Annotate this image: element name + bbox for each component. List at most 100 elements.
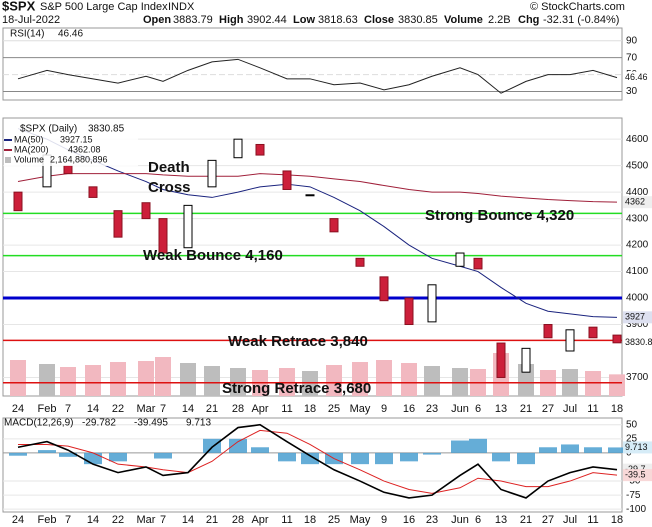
volume-bar <box>452 368 468 396</box>
x-tick-label: Jul <box>563 403 577 415</box>
volume-bar <box>230 368 246 396</box>
candle <box>473 257 483 270</box>
y-tick-label: 3700 <box>626 372 649 383</box>
x-tick-label: 18 <box>304 514 316 526</box>
level-label: Strong Bounce 4,320 <box>425 207 574 224</box>
low-value: 3818.63 <box>318 14 358 26</box>
legend-name: RSI(14) <box>10 29 44 40</box>
y-tick-label: 90 <box>626 35 638 46</box>
level-label: Strong Retrace 3,680 <box>222 380 371 397</box>
histogram-bar <box>400 452 418 462</box>
value-box-label: 3830.85 <box>625 337 652 347</box>
symbol: $SPX <box>2 0 36 13</box>
value-box <box>623 469 652 482</box>
exchange: INDX <box>168 1 195 13</box>
y-tick-label: 3900 <box>626 319 649 330</box>
candle <box>63 165 73 175</box>
x-tick-label: Feb <box>38 403 57 415</box>
legend-value: 46.46 <box>58 29 83 40</box>
legend-close: 3830.85 <box>88 124 125 135</box>
histogram-bar <box>469 438 487 453</box>
y-tick-label: 50 <box>626 419 638 430</box>
legend-value: -29.782 <box>82 418 116 429</box>
candle <box>141 202 151 220</box>
histogram-bar <box>278 452 296 462</box>
level-label: Weak Bounce 4,160 <box>143 247 283 264</box>
low-label: Low <box>293 14 315 26</box>
index-name: S&P 500 Large Cap Index <box>40 1 168 13</box>
volume-bar <box>326 365 342 396</box>
candle <box>305 194 315 197</box>
histogram-bar <box>84 452 102 465</box>
value-box <box>623 336 652 349</box>
x-tick-label: 9 <box>381 514 387 526</box>
value-box-label: -29.7 <box>625 464 646 474</box>
histogram-bar <box>59 452 77 457</box>
x-tick-label: 11 <box>281 403 292 415</box>
x-tick-label: 14 <box>182 514 194 526</box>
legend-title: MACD(12,26,9) <box>4 418 73 429</box>
open-value: 3883.79 <box>173 14 213 26</box>
chg-label: Chg <box>518 14 539 26</box>
x-tick-label: 18 <box>611 403 623 415</box>
candle <box>158 218 168 254</box>
histogram-bar <box>423 452 441 455</box>
histogram-bar <box>351 452 369 465</box>
histogram-bar <box>608 447 626 453</box>
x-tick-label: 7 <box>160 514 166 526</box>
histogram-bar <box>251 447 269 453</box>
annotation: Death <box>148 159 190 176</box>
x-tick-label: 25 <box>328 403 340 415</box>
candle <box>588 326 598 339</box>
value-box-label: -39.5 <box>625 470 646 480</box>
x-tick-label: 16 <box>403 403 415 415</box>
histogram-bar <box>109 452 127 462</box>
moving-average <box>17 173 618 203</box>
volume-bar <box>279 368 295 396</box>
x-tick-label: 6 <box>475 403 481 415</box>
candle <box>404 297 414 326</box>
value-box-label: 9.713 <box>625 442 648 452</box>
date: 18-Jul-2022 <box>2 14 60 26</box>
candle <box>113 210 123 238</box>
volume-bar <box>138 361 154 396</box>
value-box <box>623 441 652 454</box>
legend-swatch <box>5 157 11 163</box>
histogram-bar <box>38 450 56 453</box>
legend-value: 3927.15 <box>60 134 93 144</box>
candle <box>282 170 292 190</box>
legend-bg <box>4 122 138 166</box>
x-tick-label: Jun <box>451 514 469 526</box>
y-tick-label: 30 <box>626 86 638 97</box>
candle <box>427 284 437 323</box>
candle <box>255 143 265 156</box>
level-label: Weak Retrace 3,840 <box>228 333 368 350</box>
legend-value: 2,164,880,896 <box>50 154 108 164</box>
x-tick-label: Jul <box>563 514 577 526</box>
credit: © StockCharts.com <box>530 1 625 13</box>
high-label: High <box>219 14 244 26</box>
volume-bar <box>60 367 76 396</box>
x-tick-label: 18 <box>304 403 316 415</box>
histogram-bar <box>203 438 221 453</box>
value-box <box>623 196 652 209</box>
legend-value: 4362.08 <box>68 144 101 154</box>
candle <box>379 276 389 302</box>
x-tick-label: 18 <box>611 514 623 526</box>
x-tick-label: 13 <box>495 403 507 415</box>
x-tick-label: 14 <box>87 403 99 415</box>
x-tick-label: 22 <box>112 403 124 415</box>
x-tick-label: Mar <box>137 514 156 526</box>
x-tick-label: 28 <box>232 403 244 415</box>
x-tick-label: 28 <box>232 514 244 526</box>
candle <box>183 204 193 249</box>
x-tick-label: 25 <box>328 514 340 526</box>
x-tick-label: Apr <box>251 403 268 415</box>
candle <box>207 159 217 188</box>
close-label: Close <box>364 14 394 26</box>
panel-frame <box>2 417 623 513</box>
x-tick-label: 16 <box>403 514 415 526</box>
histogram-bar <box>301 452 319 465</box>
annotation: Cross <box>148 179 191 196</box>
